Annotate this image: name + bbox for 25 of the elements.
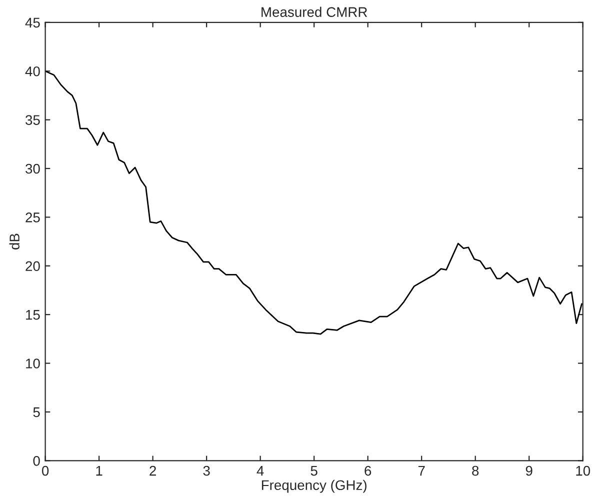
x-axis-title: Frequency (GHz) bbox=[262, 480, 366, 493]
y-tick-label: 5 bbox=[33, 407, 40, 418]
y-tick-label: 20 bbox=[26, 261, 40, 272]
y-tick-label: 40 bbox=[25, 66, 40, 76]
x-tick-label: 2 bbox=[150, 466, 156, 476]
x-tick-label: 6 bbox=[364, 466, 372, 476]
x-tick-label: 1 bbox=[96, 466, 102, 476]
x-tick-label: 0 bbox=[42, 466, 49, 476]
chart-title: Measured CMRR bbox=[262, 6, 368, 17]
y-tick-label: 10 bbox=[26, 358, 40, 368]
x-tick-label: 8 bbox=[472, 466, 479, 476]
x-tick-label: 7 bbox=[418, 466, 425, 476]
y-tick-label: 45 bbox=[25, 18, 40, 28]
y-tick-label: 0 bbox=[33, 456, 40, 466]
y-tick-label: 25 bbox=[26, 212, 40, 222]
x-tick-label: 9 bbox=[526, 466, 532, 476]
y-tick-label: 15 bbox=[26, 310, 40, 320]
x-tick-label: 4 bbox=[256, 466, 264, 476]
line-series bbox=[45, 70, 582, 335]
x-tick-label: 3 bbox=[203, 466, 210, 476]
y-tick-label: 35 bbox=[26, 115, 40, 125]
y-tick-label: 30 bbox=[26, 164, 40, 174]
y-axis-title: dB bbox=[9, 234, 20, 250]
x-tick-label: 10 bbox=[576, 466, 590, 476]
x-tick-label: 5 bbox=[310, 466, 318, 476]
